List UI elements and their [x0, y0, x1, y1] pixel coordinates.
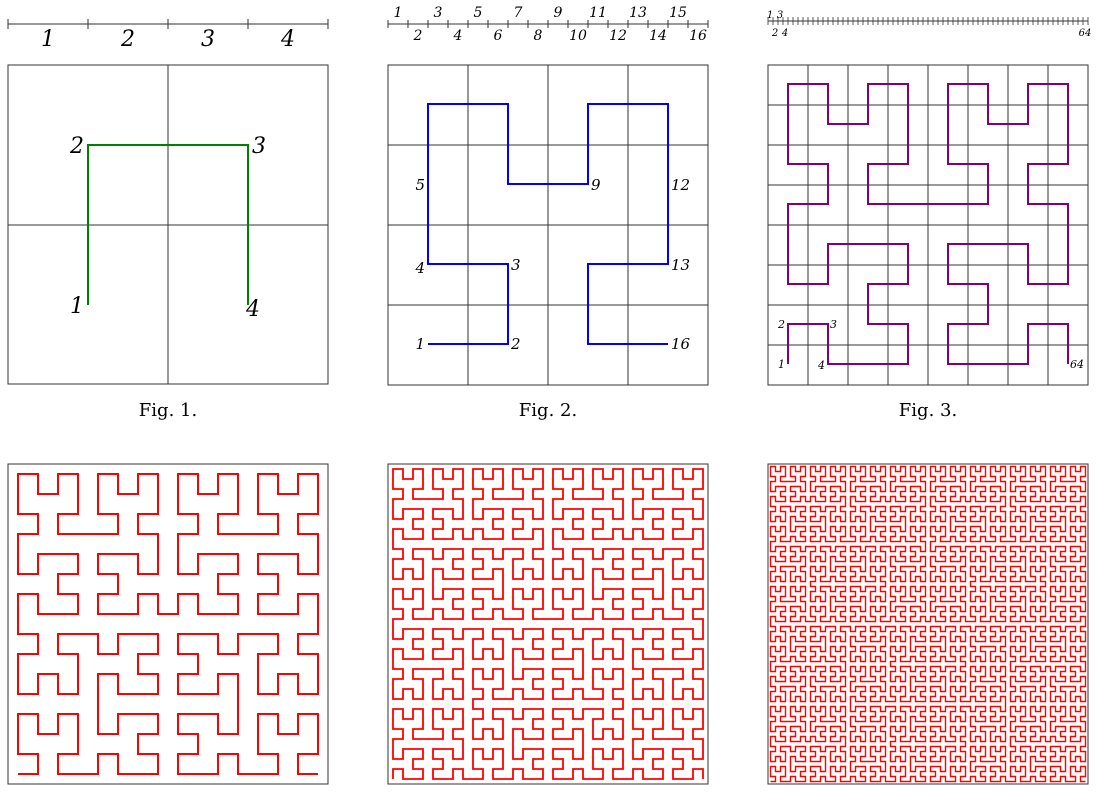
ruler-label: 1 — [767, 10, 773, 21]
vertex-label: 1 — [415, 335, 425, 353]
figure-4-curve — [17, 473, 319, 775]
vertex-label: 4 — [245, 297, 260, 322]
vertex-label: 5 — [415, 176, 425, 194]
ruler-label: 8 — [534, 28, 543, 44]
figure-6-curve — [769, 465, 1087, 783]
vertex-label: 2 — [510, 335, 521, 353]
vertex-label: 2 — [777, 318, 785, 331]
ruler-label: 12 — [609, 28, 627, 44]
ruler-ticks — [387, 20, 709, 28]
vertex-label: 2 — [69, 134, 84, 159]
figure-3-vertex-labels: 1 2 3 4 64 — [777, 318, 1084, 372]
ruler-label: 6 — [494, 28, 503, 44]
figure-5 — [387, 463, 709, 785]
figure-1-vertex-labels: 1 2 3 4 — [69, 134, 266, 322]
figure-5-border — [387, 463, 709, 785]
ruler-label: 7 — [514, 5, 523, 21]
ruler-label: 2 — [413, 28, 423, 44]
vertex-label: 12 — [671, 176, 690, 194]
ruler-label: 2 — [120, 27, 135, 52]
vertex-label: 16 — [671, 335, 691, 353]
figure-3-caption: Fig. 3. — [899, 400, 957, 421]
figure-6-border — [767, 463, 1089, 785]
vertex-label: 3 — [830, 318, 837, 331]
ruler-label: 1 — [394, 5, 403, 21]
figure-5-curve — [392, 468, 704, 780]
figure-2-caption: Fig. 2. — [519, 400, 577, 421]
figure-1: 1 2 3 4 1 2 3 4 Fig. 1. — [7, 19, 329, 421]
ruler-label: 13 — [629, 5, 647, 21]
ruler-label: 11 — [589, 5, 607, 21]
figure-1-curve — [87, 144, 249, 305]
vertex-label: 4 — [414, 259, 425, 277]
vertex-label: 4 — [817, 359, 825, 372]
figure-4-border — [7, 463, 329, 785]
ruler-label: 5 — [474, 5, 483, 21]
figure-3: 1 2 3 4 64 1 2 3 4 64 Fig. 3. — [767, 10, 1092, 421]
ruler-label: 4 — [453, 28, 463, 44]
vertex-label: 3 — [511, 256, 521, 274]
figure-2-curve — [427, 103, 669, 345]
ruler-label: 4 — [280, 27, 295, 52]
figure-3-grid — [767, 64, 1089, 386]
figure-3-ruler: 1 2 3 4 64 — [767, 10, 1092, 39]
ruler-label: 10 — [569, 28, 587, 44]
figure-1-ruler: 1 2 3 4 — [7, 19, 329, 52]
vertex-label: 64 — [1070, 358, 1084, 371]
vertex-label: 13 — [671, 256, 690, 274]
ruler-label: 14 — [649, 28, 667, 44]
figure-2-vertex-labels: 1 2 3 4 5 9 12 13 16 — [414, 176, 690, 353]
vertex-label: 9 — [591, 176, 601, 194]
ruler-label: 3 — [777, 10, 783, 21]
figure-1-grid — [7, 64, 329, 385]
ruler-label: 9 — [554, 5, 563, 21]
vertex-label: 3 — [252, 134, 266, 159]
ruler-ticks — [767, 17, 1089, 25]
ruler-label: 2 — [771, 28, 778, 39]
vertex-label: 1 — [70, 294, 84, 319]
ruler-label: 3 — [201, 27, 215, 52]
figure-3-curve — [787, 83, 1069, 365]
ruler-label: 1 — [41, 27, 55, 52]
figure-6 — [767, 463, 1089, 785]
figure-2-grid — [387, 64, 709, 386]
ruler-label: 3 — [434, 5, 443, 21]
vertex-label: 1 — [778, 358, 785, 371]
figure-4 — [7, 463, 329, 785]
ruler-label: 4 — [781, 28, 788, 39]
ruler-label: 15 — [669, 5, 687, 21]
ruler-label: 64 — [1079, 28, 1092, 39]
figure-1-caption: Fig. 1. — [139, 400, 197, 421]
ruler-label: 16 — [689, 28, 707, 44]
